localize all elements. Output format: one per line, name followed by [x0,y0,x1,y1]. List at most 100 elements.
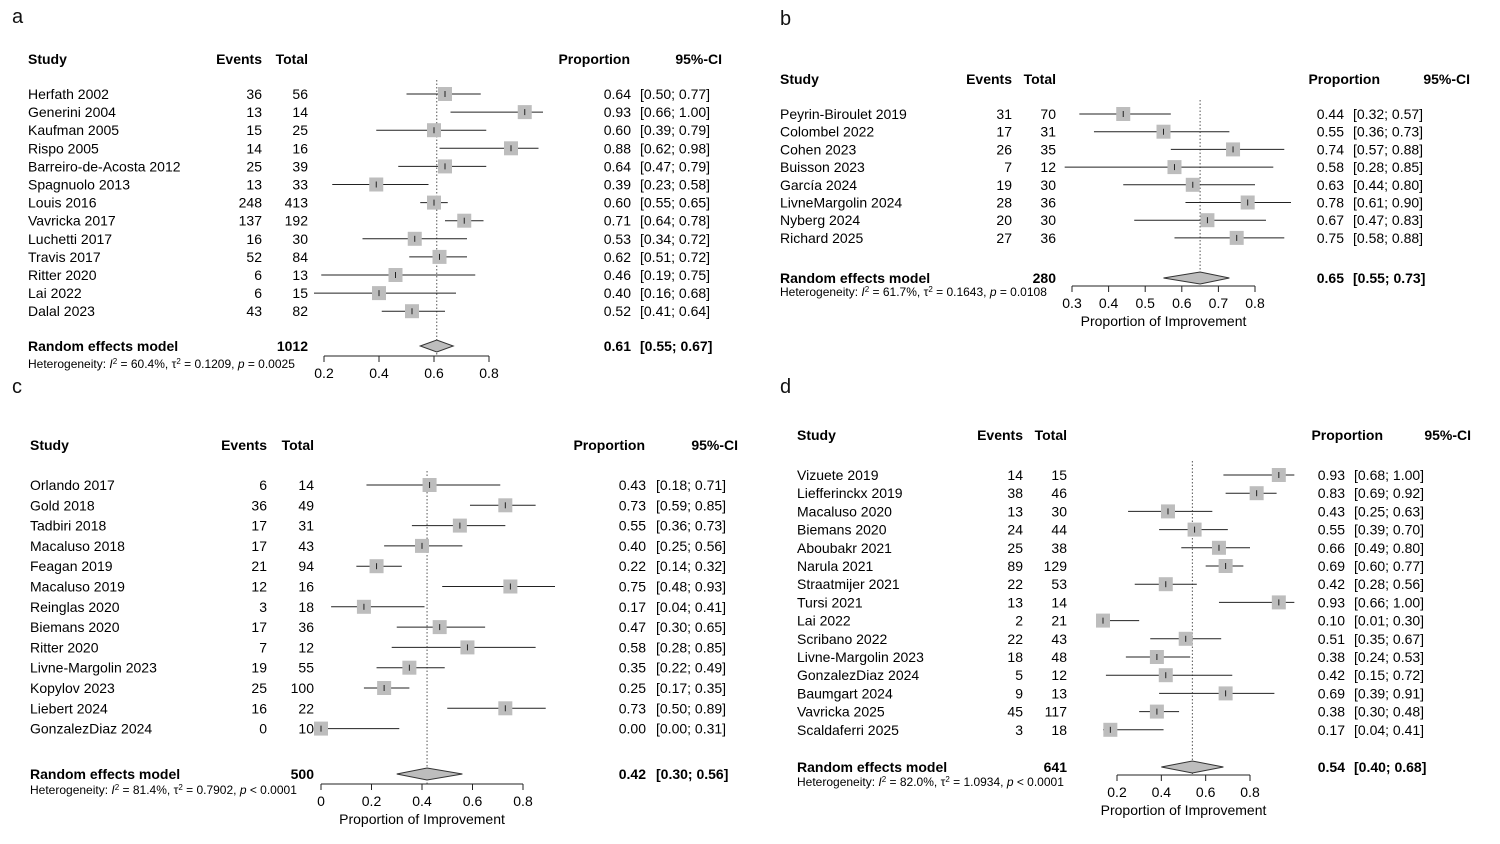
study-total: 30 [1040,212,1056,228]
study-total: 39 [292,158,308,174]
study-events: 14 [246,140,262,156]
study-proportion: 0.58 [1317,159,1344,175]
study-ci: [0.48; 0.93] [656,579,726,595]
study-total: 192 [285,213,309,229]
study-total: 13 [292,267,308,283]
header-events: Events [221,437,267,453]
study-name: Kaufman 2005 [28,122,119,138]
study-proportion: 0.55 [619,518,646,534]
study-total: 31 [1040,124,1056,140]
study-name: Tursi 2021 [797,594,863,610]
study-proportion: 0.17 [1318,722,1345,738]
study-total: 22 [298,700,314,716]
forest-svg-b: Study Events Total Proportion 95%-CI Peyrin-B… [780,71,1470,329]
summary-ci: [0.55; 0.73] [1353,270,1425,286]
study-ci: [0.22; 0.49] [656,660,726,676]
study-total: 18 [298,599,314,615]
heterogeneity-part: 2 [115,783,120,792]
heterogeneity-part: Heterogeneity: [28,357,109,371]
heterogeneity-part: = 61.7%, [869,285,923,299]
study-name: Cohen 2023 [780,141,857,157]
study-name: Travis 2017 [28,249,101,265]
forest-plot-a: Study Events Total Proportion 95%-CI Herfath … [0,0,760,400]
study-total: 43 [298,538,314,554]
study-ci: [0.60; 0.77] [1354,558,1424,574]
summary-total: 280 [1033,270,1057,286]
study-total: 55 [298,660,314,676]
study-events: 137 [239,213,263,229]
study-total: 49 [298,497,314,513]
study-proportion: 0.78 [1317,195,1344,211]
study-proportion: 0.40 [604,285,631,301]
study-name: Narula 2021 [797,558,873,574]
study-ci: [0.55; 0.65] [640,195,710,211]
study-total: 70 [1040,106,1056,122]
study-total: 46 [1051,485,1067,501]
study-ci: [0.28; 0.85] [1353,159,1423,175]
header-proportion: Proportion [1308,71,1380,87]
summary-ci: [0.40; 0.68] [1354,759,1426,775]
study-name: Spagnuolo 2013 [28,177,130,193]
study-proportion: 0.74 [1317,141,1344,157]
heterogeneity-part: = 82.0%, [886,775,940,789]
study-name: Ritter 2020 [28,267,97,283]
study-events: 24 [1007,522,1023,538]
study-proportion: 0.60 [604,195,631,211]
study-ci: [0.41; 0.64] [640,303,710,319]
study-total: 15 [292,285,308,301]
study-events: 17 [251,619,267,635]
forest-svg-d: Study Events Total Proportion 95%-CI Vizuete … [797,427,1471,818]
study-total: 14 [292,104,308,120]
study-total: 36 [1040,230,1056,246]
heterogeneity-text: Heterogeneity: I2 = 82.0%, τ2 = 1.0934, … [797,775,1064,790]
study-ci: [0.34; 0.72] [640,231,710,247]
header-study: Study [28,51,67,67]
study-events: 22 [1007,631,1023,647]
study-total: 94 [298,558,314,574]
header-events: Events [216,51,262,67]
study-name: Rispo 2005 [28,140,99,156]
heterogeneity-part: = 81.4%, [119,783,173,797]
study-total: 30 [292,231,308,247]
heterogeneity-part: τ [172,357,177,371]
study-ci: [0.36; 0.73] [656,518,726,534]
study-ci: [0.25; 0.56] [656,538,726,554]
forest-plot-b: Study Events Total Proportion 95%-CI Peyrin-B… [750,0,1500,345]
summary-proportion: 0.54 [1318,759,1345,775]
summary-proportion: 0.65 [1317,270,1344,286]
x-tick-label: 0.2 [1107,784,1127,800]
study-proportion: 0.42 [1318,667,1345,683]
study-ci: [0.24; 0.53] [1354,649,1424,665]
study-total: 10 [298,721,314,737]
heterogeneity-part: τ [924,285,929,299]
study-proportion: 0.71 [604,213,631,229]
study-name: García 2024 [780,177,857,193]
heterogeneity-part: = 0.1643, [933,285,990,299]
heterogeneity-text: Heterogeneity: I2 = 60.4%, τ2 = 0.1209, … [28,357,295,372]
study-proportion: 0.39 [604,177,631,193]
study-total: 12 [1051,667,1067,683]
study-ci: [0.28; 0.85] [656,639,726,655]
study-ci: [0.35; 0.67] [1354,631,1424,647]
x-tick-label: 0.8 [513,793,533,809]
header-proportion: Proportion [558,51,630,67]
heterogeneity-part: 2 [178,783,183,792]
study-name: LivneMargolin 2024 [780,195,902,211]
study-proportion: 0.63 [1317,177,1344,193]
study-name: Reinglas 2020 [30,599,120,615]
summary-diamond [1161,760,1224,774]
x-axis-label: Proportion of Improvement [1101,802,1267,818]
study-events: 25 [1007,540,1023,556]
study-proportion: 0.38 [1318,649,1345,665]
study-total: 16 [292,140,308,156]
study-total: 129 [1044,558,1068,574]
heterogeneity-text: Heterogeneity: I2 = 81.4%, τ2 = 0.7902, … [30,783,297,798]
study-ci: [0.57; 0.88] [1353,141,1423,157]
study-name: Liebert 2024 [30,700,108,716]
study-proportion: 0.69 [1318,685,1345,701]
study-events: 6 [259,477,267,493]
heterogeneity-part: p [239,783,247,797]
study-events: 3 [259,599,267,615]
study-ci: [0.00; 0.31] [656,721,726,737]
header-ci: 95%-CI [675,51,722,67]
